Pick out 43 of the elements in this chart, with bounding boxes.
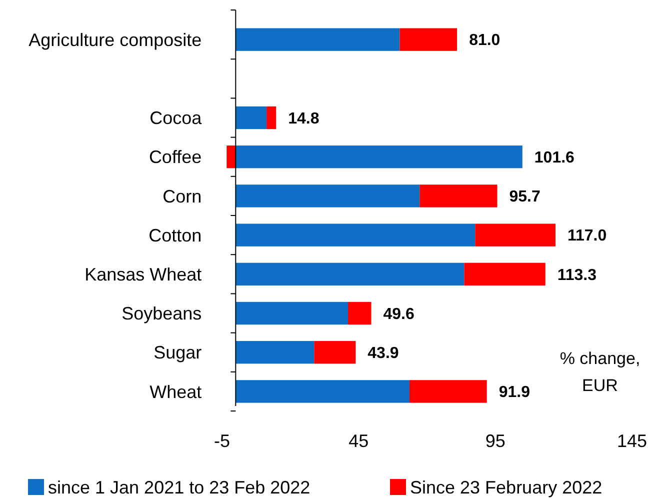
- total-label: 101.6: [534, 149, 575, 166]
- total-label: 91.9: [498, 384, 530, 402]
- x-tick-label: 95: [485, 431, 506, 451]
- y-tick-label: Agriculture composite: [28, 30, 202, 50]
- y-tick-label: Cocoa: [150, 108, 203, 128]
- bar: [236, 262, 464, 286]
- y-tick-label: Kansas Wheat: [84, 264, 202, 284]
- bar: [314, 341, 356, 364]
- total-label: 81.0: [469, 32, 500, 50]
- bar: [236, 224, 476, 246]
- bar: [236, 302, 348, 325]
- legend-label: Since 23 February 2022: [410, 477, 602, 498]
- y-tick-label: Wheat: [150, 382, 202, 402]
- y-tick-label: Coffee: [148, 147, 202, 168]
- bar: [410, 380, 487, 403]
- legend-label: since 1 Jan 2021 to 23 Feb 2022: [48, 477, 310, 498]
- y-tick-label: Soybeans: [122, 304, 202, 324]
- bar: [266, 106, 276, 130]
- bar: [475, 224, 556, 246]
- total-label: 117.0: [567, 228, 607, 245]
- bar: [236, 341, 314, 364]
- x-tick-label: -5: [214, 431, 230, 451]
- y-tick-label: Corn: [162, 186, 202, 206]
- y-tick-label: Sugar: [154, 342, 202, 363]
- bar: [226, 146, 236, 168]
- bar: [420, 184, 498, 208]
- total-label: 113.3: [557, 266, 597, 284]
- bar: [236, 146, 522, 168]
- bar: [236, 380, 410, 403]
- total-label: 49.6: [383, 306, 414, 323]
- bar: [348, 302, 372, 325]
- total-label: 95.7: [509, 188, 540, 206]
- y-tick-label: Cotton: [148, 225, 202, 246]
- bar: [236, 184, 420, 208]
- total-label: 43.9: [368, 344, 399, 362]
- bar: [400, 28, 458, 51]
- bar: [236, 28, 400, 51]
- x-tick-label: 145: [616, 431, 648, 451]
- bar: [236, 106, 267, 130]
- x-tick-label: 45: [348, 431, 369, 451]
- total-label: 14.8: [288, 110, 320, 128]
- bar: [464, 262, 546, 286]
- annotation: % change, EUR: [560, 349, 640, 395]
